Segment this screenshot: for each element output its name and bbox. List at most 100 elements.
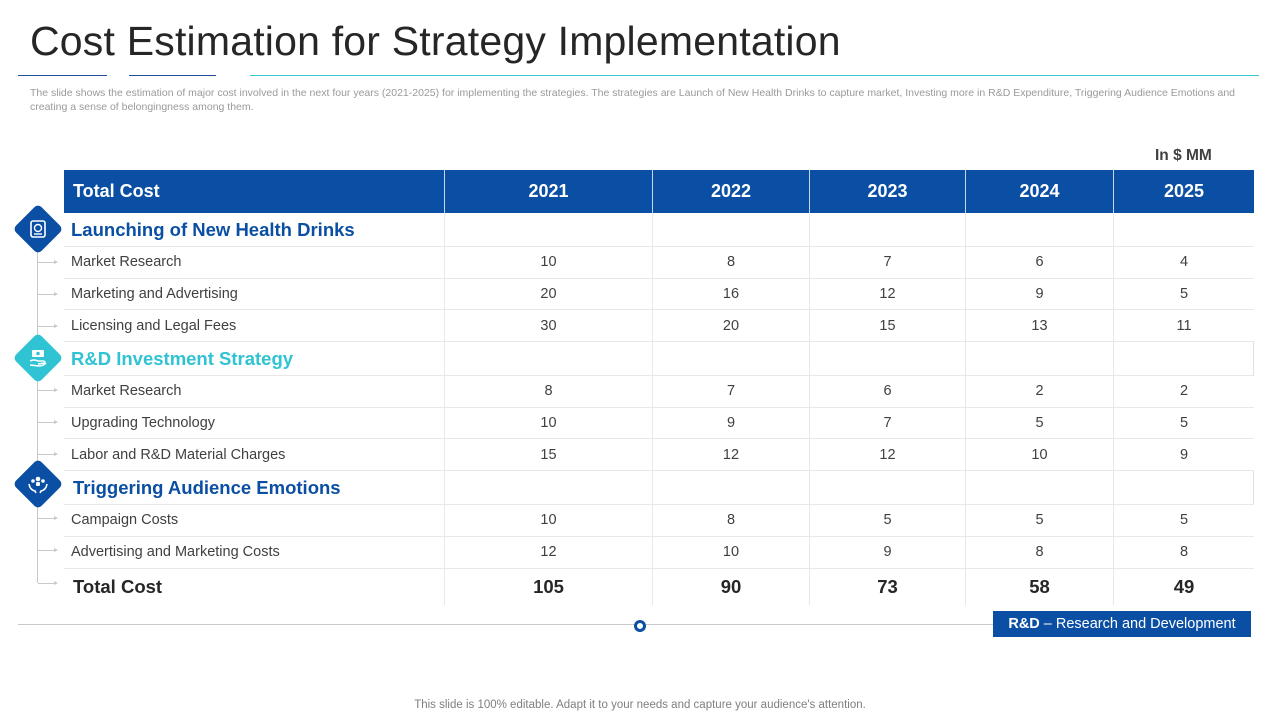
header-year: 2021 <box>445 170 653 213</box>
row-value: 10 <box>445 407 653 439</box>
row-value: 8 <box>445 376 653 407</box>
row-value: 12 <box>810 439 966 471</box>
section-empty-cell <box>1114 471 1254 504</box>
header-year: 2024 <box>966 170 1114 213</box>
row-value: 20 <box>653 310 810 342</box>
section-empty-cell <box>1114 342 1254 375</box>
section-empty-cell <box>966 213 1114 246</box>
table-row: Upgrading Technology 10 9 7 5 5 <box>64 407 1254 440</box>
tree-tick <box>38 516 58 520</box>
tree-tick <box>38 388 58 392</box>
row-value: 8 <box>653 505 810 536</box>
section-title: Launching of New Health Drinks <box>64 213 445 246</box>
row-value: 9 <box>966 278 1114 310</box>
section-empty-cell <box>653 471 810 505</box>
section-row: R&D Investment Strategy <box>64 342 1254 377</box>
tree-tick <box>38 260 58 264</box>
tree-tick <box>38 452 58 456</box>
row-value: 15 <box>445 439 653 471</box>
header-year: 2023 <box>810 170 966 213</box>
tree-tick <box>38 324 58 328</box>
total-value: 73 <box>810 568 966 605</box>
row-value: 16 <box>653 278 810 310</box>
row-label: Marketing and Advertising <box>64 278 445 310</box>
row-label: Licensing and Legal Fees <box>64 310 445 342</box>
unit-label: In $ MM <box>1155 147 1212 164</box>
row-value: 8 <box>653 247 810 278</box>
header-year: 2025 <box>1163 181 1205 201</box>
row-value: 2 <box>966 376 1114 407</box>
row-value: 10 <box>966 439 1114 471</box>
row-label: Campaign Costs <box>64 505 445 536</box>
row-label: Labor and R&D Material Charges <box>64 439 445 471</box>
row-value: 8 <box>1179 544 1189 561</box>
row-value: 10 <box>445 505 653 536</box>
row-value: 12 <box>810 278 966 310</box>
row-value: 5 <box>810 505 966 536</box>
table-row: Advertising and Marketing Costs 12 10 9 8 8 <box>64 536 1254 569</box>
page-title: Cost Estimation for Strategy Implementat… <box>30 18 841 64</box>
footer-note: This slide is 100% editable. Adapt it to… <box>414 699 866 711</box>
table-row: Campaign Costs 10 8 5 5 5 <box>64 505 1254 537</box>
row-value: 30 <box>445 310 653 342</box>
cost-table: Total Cost 2021 2022 2023 2024 2025 Launching … <box>64 170 1254 605</box>
section-empty-cell <box>653 213 810 246</box>
table-header-row: Total Cost 2021 2022 2023 2024 2025 <box>64 170 1254 213</box>
row-value: 5 <box>1179 415 1189 432</box>
section-empty-cell <box>445 213 653 246</box>
tree-connector <box>37 240 38 583</box>
row-value: 10 <box>445 247 653 278</box>
row-value: 11 <box>1176 317 1192 334</box>
total-value: 49 <box>1173 575 1195 597</box>
row-value: 13 <box>966 310 1114 342</box>
section-empty-cell <box>966 471 1114 505</box>
tree-tick <box>38 292 58 296</box>
title-underline <box>129 75 216 76</box>
table-row: Market Research 8 7 6 2 2 <box>64 376 1254 408</box>
tree-tick <box>38 581 58 585</box>
legend-abbr: R&D <box>1008 616 1040 632</box>
row-value: 7 <box>810 247 966 278</box>
section-empty-cell <box>1114 213 1254 246</box>
divider <box>18 624 993 625</box>
header-label: Total Cost <box>64 170 445 213</box>
row-value: 7 <box>810 407 966 439</box>
row-value: 20 <box>445 278 653 310</box>
section-title: Triggering Audience Emotions <box>64 471 445 505</box>
section-row: Triggering Audience Emotions <box>64 471 1254 506</box>
table-row: Market Research 10 8 7 6 4 <box>64 247 1254 279</box>
row-value: 5 <box>1179 512 1189 529</box>
row-value: 10 <box>653 536 810 568</box>
header-year: 2022 <box>653 170 810 213</box>
section-empty-cell <box>445 471 653 505</box>
row-value: 12 <box>653 439 810 471</box>
section-empty-cell <box>966 342 1114 376</box>
total-value: 105 <box>445 568 653 605</box>
row-value: 6 <box>810 376 966 407</box>
section-empty-cell <box>653 342 810 376</box>
row-label: Advertising and Marketing Costs <box>64 536 445 568</box>
section-empty-cell <box>810 213 966 246</box>
tree-tick <box>38 420 58 424</box>
total-value: 58 <box>966 568 1114 605</box>
row-label: Market Research <box>64 376 445 407</box>
table-row: Labor and R&D Material Charges 15 12 12 10 9 <box>64 439 1254 472</box>
section-title: R&D Investment Strategy <box>64 342 445 376</box>
row-value: 7 <box>653 376 810 407</box>
row-value: 9 <box>1179 446 1189 463</box>
section-empty-cell <box>445 342 653 376</box>
total-value: 90 <box>653 568 810 605</box>
section-row: Launching of New Health Drinks <box>64 213 1254 247</box>
row-value: 5 <box>966 505 1114 536</box>
section-empty-cell <box>810 471 966 505</box>
people-hands-icon <box>12 458 64 510</box>
row-value: 5 <box>1179 286 1189 303</box>
table-row: Marketing and Advertising 20 16 12 9 5 <box>64 278 1254 311</box>
health-drink-icon <box>12 203 64 255</box>
row-value: 15 <box>810 310 966 342</box>
row-value: 9 <box>810 536 966 568</box>
row-value: 5 <box>966 407 1114 439</box>
row-value: 12 <box>445 536 653 568</box>
row-label: Market Research <box>64 247 445 278</box>
section-empty-cell <box>810 342 966 376</box>
